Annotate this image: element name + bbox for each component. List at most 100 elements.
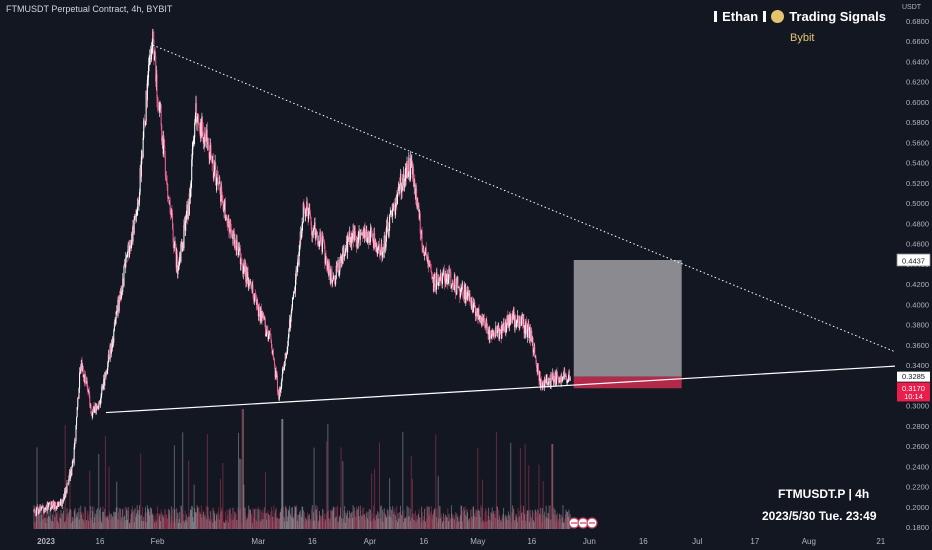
candle-body (38, 511, 40, 512)
candle-body (291, 298, 293, 307)
candle-body (396, 197, 398, 205)
volume-bar (312, 520, 314, 529)
target-zone[interactable] (573, 260, 682, 377)
candle-body (91, 414, 93, 416)
volume-bar (384, 512, 386, 529)
volume-bar (303, 518, 305, 529)
volume-bar (342, 461, 344, 529)
volume-bar (157, 506, 158, 529)
candle-body (468, 293, 470, 300)
candle-body (352, 229, 354, 237)
candle-body (428, 258, 430, 266)
candle-body (103, 379, 105, 386)
candle-body (555, 372, 557, 385)
volume-bar (97, 521, 99, 529)
volume-bar (68, 512, 70, 529)
candle-body (330, 268, 332, 284)
candle-body (407, 174, 409, 175)
volume-bar (271, 506, 272, 529)
volume-bar (84, 506, 86, 529)
volume-bar (355, 516, 356, 529)
volume-bar (334, 518, 335, 529)
candle-body (167, 184, 169, 198)
candle-body (470, 301, 472, 309)
price-tick-label: 0.1800 (906, 523, 929, 530)
volume-bar (224, 522, 226, 529)
volume-bar (197, 507, 199, 529)
volume-bar (230, 518, 232, 529)
volume-bar (188, 516, 190, 529)
countdown-tag: 10:14 (897, 391, 930, 402)
candle-body (362, 232, 364, 236)
volume-bar (366, 518, 368, 529)
drawing-tools[interactable] (105, 44, 898, 414)
volume-bar (561, 517, 563, 529)
candle-body (192, 143, 194, 149)
volume-bar (173, 508, 175, 529)
candle-body (305, 210, 307, 211)
volume-bar (51, 521, 53, 529)
volume-bar (252, 507, 254, 529)
candle-body (321, 235, 323, 252)
volume-bar (567, 511, 569, 529)
volume-bar (359, 520, 361, 529)
candle-body (139, 168, 141, 193)
volume-bar (237, 507, 239, 529)
candle-body (253, 300, 255, 302)
volume-bar (98, 509, 100, 529)
candle-body (369, 230, 371, 242)
volume-bar (559, 514, 561, 529)
candle-body (80, 359, 82, 367)
price-tick-label: 0.3800 (906, 321, 929, 330)
volume-bar (59, 517, 61, 529)
candle-body (347, 234, 349, 253)
volume-bar (289, 506, 290, 529)
candle-body (254, 293, 256, 302)
volume-bar (383, 508, 385, 529)
event-flag-icon[interactable] (586, 517, 598, 529)
resistance-trendline[interactable] (152, 44, 898, 354)
candle-body (46, 503, 48, 511)
volume-bar (67, 517, 69, 529)
volume-bar (311, 505, 313, 529)
volume-bar (65, 515, 67, 529)
volume-bar (483, 519, 485, 529)
candle-body (556, 371, 558, 374)
time-axis[interactable]: 2023 16 Feb Mar 16 Apr 16 May 16 Jun 16 Jul 17 Aug 21 (0, 530, 895, 550)
candle-body (443, 269, 445, 274)
candle-body (344, 251, 346, 255)
candle-body (251, 284, 253, 290)
volume-bar (468, 518, 470, 529)
event-icons[interactable] (568, 517, 598, 529)
volume-bar (41, 507, 43, 529)
candle-body (223, 204, 225, 213)
volume-bar (141, 521, 143, 529)
candle-body (155, 55, 157, 82)
volume-bar (344, 522, 346, 529)
candle-body (265, 333, 267, 337)
volume-bar (44, 507, 46, 529)
volume-bar (128, 510, 130, 529)
candle-body (518, 316, 520, 328)
candle-body (387, 221, 389, 234)
candle-body (452, 282, 454, 287)
price-axis[interactable]: 0.68000.66000.64000.62000.60000.58000.56… (895, 0, 932, 530)
volume-bar (46, 518, 48, 529)
volume-bar (396, 522, 398, 529)
candle-body (401, 187, 403, 191)
volume-bar (475, 517, 477, 529)
candle-body (388, 228, 390, 237)
volume-bar (531, 521, 533, 529)
volume-bar (393, 513, 395, 529)
candle-body (44, 509, 46, 510)
volume-bar (332, 511, 334, 529)
candle-body (134, 216, 136, 218)
support-trendline[interactable] (105, 365, 898, 414)
candle-body (450, 286, 452, 289)
candle-body (178, 266, 180, 270)
candle-body (440, 273, 442, 278)
candle-body (283, 367, 285, 371)
volume-bar (263, 513, 265, 529)
volume-bar (122, 522, 124, 529)
